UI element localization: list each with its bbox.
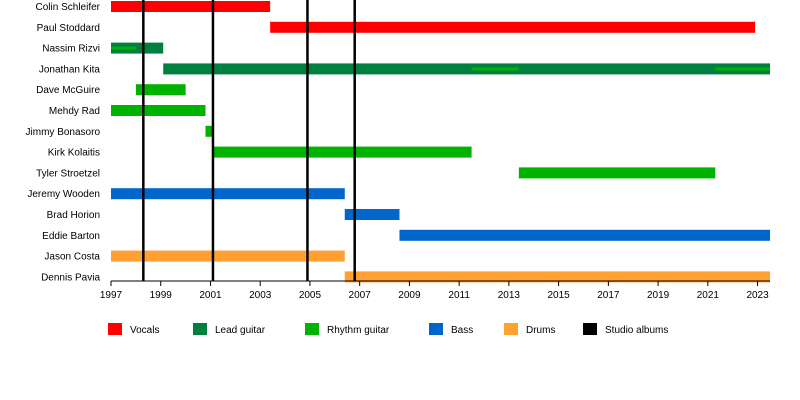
member-label: Colin Schleifer [36,2,101,13]
x-tick-label: 2021 [697,290,720,301]
member-label: Jason Costa [44,252,100,263]
timeline-bar-vocals [270,21,756,33]
member-label: Jonathan Kita [39,64,101,75]
legend-label-rhythm: Rhythm guitar [327,325,390,336]
member-label: Kirk Kolaitis [48,148,100,159]
member-label: Eddie Barton [42,231,100,242]
legend-swatch-rhythm [305,323,319,335]
member-label: Dave McGuire [36,85,100,96]
member-label: Brad Horion [47,210,100,221]
x-tick-label: 2001 [199,290,222,301]
timeline-bar-rhythm [518,167,716,179]
legend-swatch-lead [193,323,207,335]
x-tick-label: 1997 [100,290,123,301]
timeline-bar-vocals [111,1,271,12]
legend-label-lead: Lead guitar [215,325,266,336]
legend-label-vocals: Vocals [130,325,159,336]
x-tick-label: 2013 [498,290,521,301]
timeline-bar-lead [111,42,164,54]
x-tick-label: 2011 [448,290,470,301]
timeline-accent-rhythm [715,67,770,71]
timeline-bar-bass [344,209,400,220]
legend-swatch-drums [504,323,518,335]
legend-label-drums: Drums [526,325,555,336]
x-tick-label: 2015 [547,290,570,301]
x-tick-label: 2009 [398,290,421,301]
member-label: Mehdy Rad [49,106,100,117]
member-label: Nassim Rizvi [42,44,100,55]
member-label: Tyler Stroetzel [36,168,100,179]
timeline-bar-rhythm [111,105,206,116]
timeline-bar-drums [344,271,770,283]
legend-label-bass: Bass [451,325,473,336]
x-tick-label: 2003 [249,290,272,301]
x-tick-label: 2019 [647,290,670,301]
timeline-bar-rhythm [135,84,186,96]
timeline-accent-rhythm [111,46,136,50]
member-label: Dennis Pavia [41,272,100,283]
x-tick-label: 1999 [150,290,173,301]
member-label: Paul Stoddard [37,23,100,34]
x-tick-label: 2005 [299,290,322,301]
timeline-bar-rhythm [212,146,472,158]
legend-swatch-vocals [108,323,122,335]
timeline-bar-rhythm [205,125,213,137]
x-tick-label: 2017 [597,290,620,301]
x-tick-label: 2007 [349,290,372,301]
timeline-bar-lead [163,63,770,75]
legend-swatch-albums [583,323,597,335]
timeline-bar-bass [399,229,770,241]
timeline-bar-bass [111,188,345,200]
timeline-bar-drums [111,250,345,262]
legend-swatch-bass [429,323,443,335]
member-label: Jeremy Wooden [27,189,100,200]
legend-label-albums: Studio albums [605,325,668,336]
member-label: Jimmy Bonasoro [26,127,101,138]
timeline-accent-rhythm [471,67,519,71]
x-tick-label: 2023 [746,290,769,301]
